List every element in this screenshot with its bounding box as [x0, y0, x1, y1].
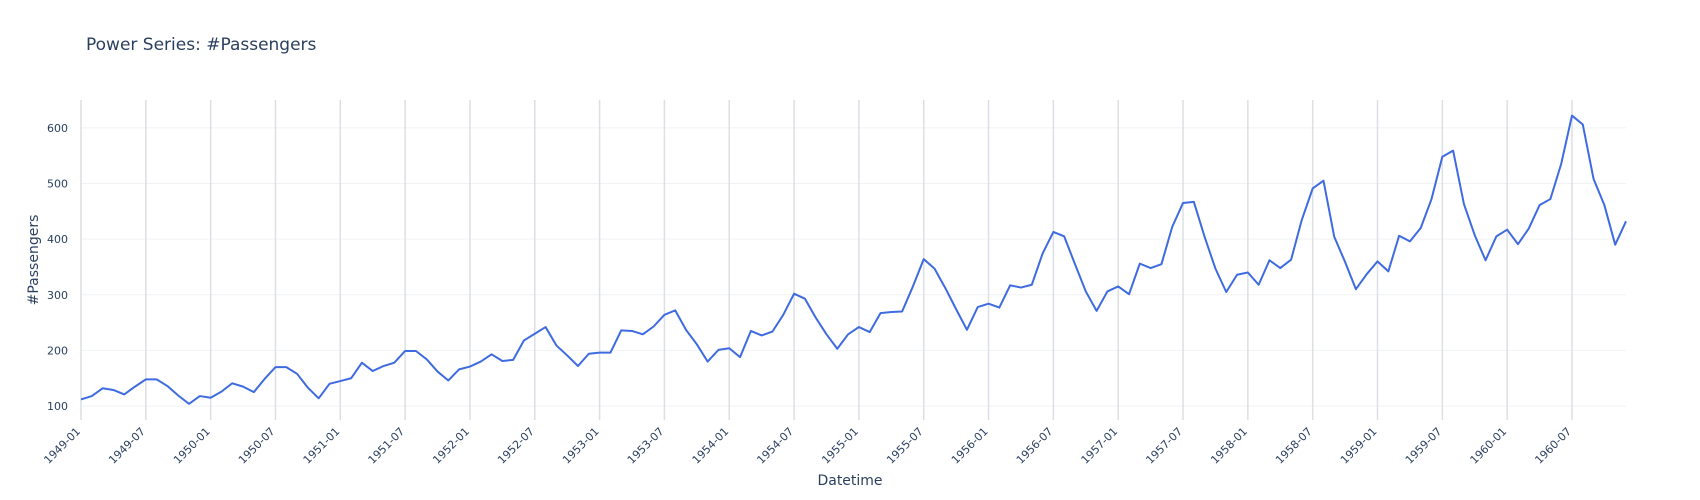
x-tick-label: 1952-07 [495, 425, 537, 467]
series-layer [80, 114, 1627, 405]
x-axis-title: Datetime [817, 473, 882, 489]
x-tick-label: 1960-01 [1468, 425, 1510, 467]
x-tick-label: 1954-01 [690, 425, 732, 467]
x-tick-label: 1954-07 [755, 425, 797, 467]
y-tick-label: 600 [47, 122, 68, 135]
chart-title: Power Series: #Passengers [86, 35, 317, 55]
x-tick-label: 1960-07 [1532, 425, 1574, 467]
x-tick-label: 1953-01 [560, 425, 602, 467]
y-tick-label: 500 [47, 177, 68, 190]
y-axis-title: #Passengers [26, 215, 42, 306]
x-tick-label: 1953-07 [625, 425, 667, 467]
y-tick-label: 200 [47, 344, 68, 357]
x-tick-label: 1958-01 [1208, 425, 1250, 467]
x-tick-label: 1951-01 [301, 425, 343, 467]
passengers-series-line [80, 114, 1627, 405]
x-tick-label: 1950-07 [236, 425, 278, 467]
x-tick-label: 1957-01 [1079, 425, 1121, 467]
x-tick-label: 1957-07 [1143, 425, 1185, 467]
x-tick-label: 1959-01 [1338, 425, 1380, 467]
x-tick-label: 1955-01 [819, 425, 861, 467]
x-tick-label: 1956-07 [1014, 425, 1056, 467]
x-tick-label: 1949-07 [106, 425, 148, 467]
x-tick-label: 1959-07 [1403, 425, 1445, 467]
x-tick-label: 1958-07 [1273, 425, 1315, 467]
x-tick-label: 1955-07 [884, 425, 926, 467]
y-axis-ticks: 100 200 300 400 500 600 [47, 122, 68, 413]
y-tick-label: 100 [47, 400, 68, 413]
y-tick-label: 300 [47, 289, 68, 302]
y-tick-label: 400 [47, 233, 68, 246]
x-axis-ticks: 1949-01 1949-07 1950-01 1950-07 1951-01 1951-… [41, 425, 1574, 467]
x-tick-label: 1951-07 [366, 425, 408, 467]
x-tick-label: 1950-01 [171, 425, 213, 467]
x-tick-label: 1956-01 [949, 425, 991, 467]
grid [80, 100, 1626, 420]
x-tick-label: 1952-01 [430, 425, 472, 467]
x-tick-label: 1949-01 [41, 425, 83, 467]
